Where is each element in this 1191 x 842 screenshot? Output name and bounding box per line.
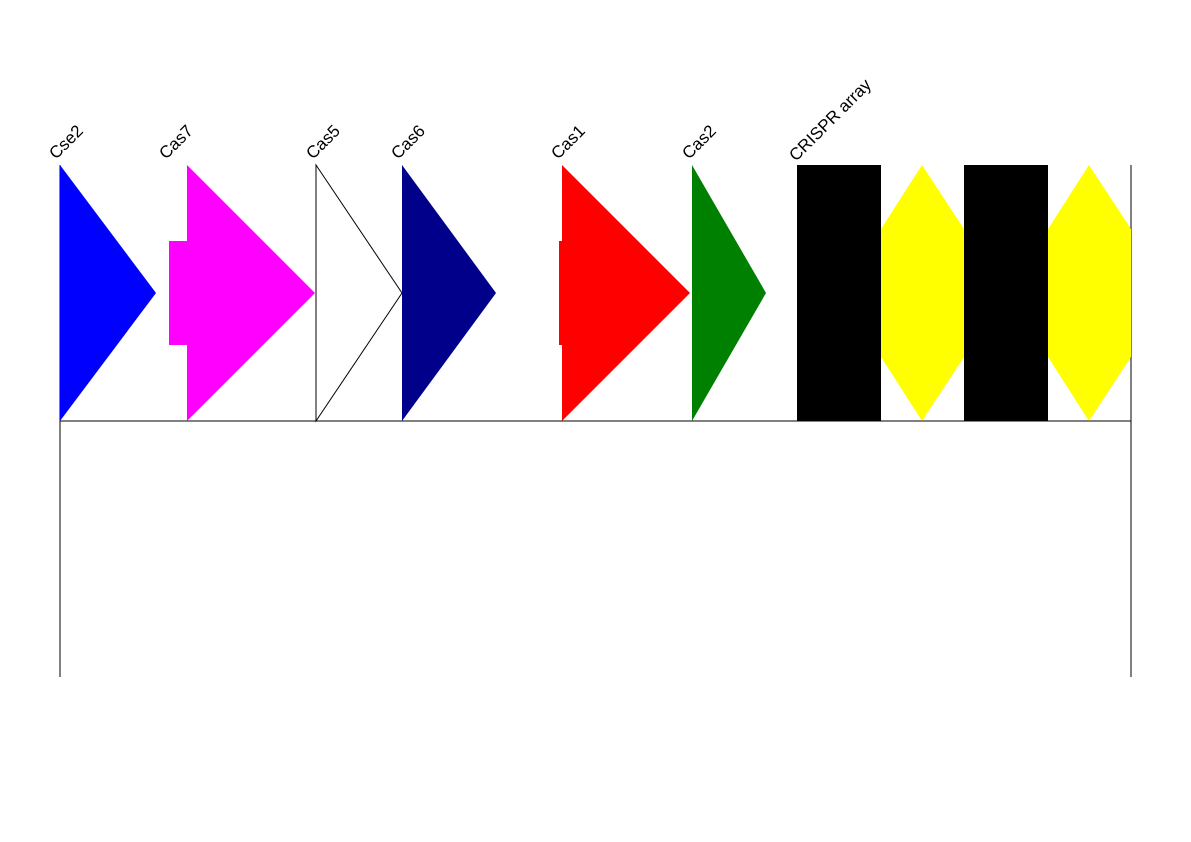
gene-cas2-label: Cas2 (678, 121, 719, 162)
gene-cas2: Cas2 (678, 121, 766, 421)
gene-cas5-arrow (315, 163, 403, 423)
crispr-repeat (964, 165, 1048, 421)
gene-cas2-arrow (692, 165, 766, 421)
gene-cas6-arrow (402, 165, 496, 421)
gene-cas1-label: Cas1 (547, 121, 588, 162)
crispr-spacer (1048, 165, 1131, 421)
gene-cas5: Cas5 (302, 121, 403, 423)
crispr-array: CRISPR array (785, 75, 1131, 421)
gene-cse2-label: Cse2 (45, 121, 86, 162)
crispr-repeat (797, 165, 881, 421)
gene-cas7-label: Cas7 (155, 121, 196, 162)
gene-cas6-label: Cas6 (387, 121, 428, 162)
gene-cse2-arrow (60, 165, 156, 421)
gene-cas7-arrow (169, 165, 315, 421)
gene-cas5-label: Cas5 (302, 121, 343, 162)
gene-cas7: Cas7 (155, 121, 315, 421)
crispr-spacer (881, 165, 964, 421)
gene-cas1-arrow (559, 165, 690, 421)
gene-cas1: Cas1 (547, 121, 690, 421)
crispr-array-label: CRISPR array (785, 75, 875, 165)
gene-cas6: Cas6 (387, 121, 496, 421)
gene-cse2: Cse2 (45, 121, 156, 421)
